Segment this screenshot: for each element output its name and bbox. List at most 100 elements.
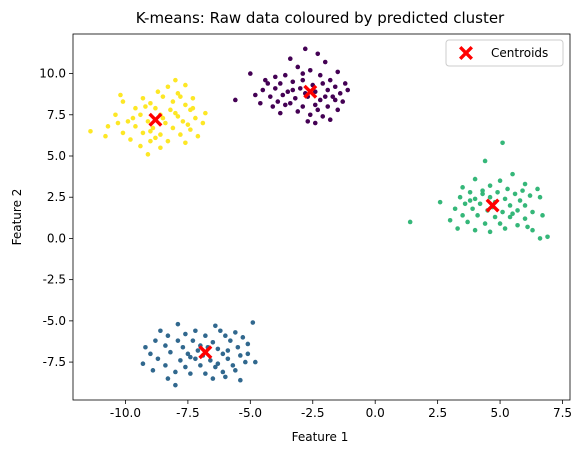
data-point-cluster-3 [113,112,118,118]
data-point-cluster-2 [447,217,453,223]
data-point-cluster-2 [505,186,510,192]
data-point-cluster-2 [482,221,488,226]
data-point-cluster-2 [457,194,463,200]
data-point-cluster-0 [317,97,323,103]
data-point-cluster-0 [277,81,283,86]
data-point-cluster-0 [285,89,291,95]
data-point-cluster-2 [480,191,485,197]
data-point-cluster-1 [163,343,168,348]
data-point-cluster-3 [180,119,186,124]
data-point-cluster-1 [220,351,226,357]
data-point-cluster-1 [225,348,231,353]
data-point-cluster-0 [272,74,278,80]
data-point-cluster-3 [193,115,198,121]
data-point-cluster-3 [190,95,196,101]
data-point-cluster-0 [287,56,293,62]
data-point-cluster-0 [258,100,263,106]
data-point-cluster-1 [213,323,218,329]
data-point-cluster-0 [332,84,338,90]
data-point-cluster-0 [315,107,321,113]
data-point-cluster-3 [150,125,156,131]
data-point-cluster-2 [512,191,518,197]
data-point-cluster-2 [510,211,515,217]
data-point-cluster-2 [495,189,500,195]
y-tick-label: 5.0 [47,149,66,163]
data-point-cluster-2 [515,222,520,228]
data-point-cluster-3 [148,100,153,106]
data-point-cluster-1 [140,361,146,367]
legend-box [445,39,564,67]
x-axis-label: Feature 1 [292,430,349,444]
y-tick-label: 10.0 [39,67,66,81]
data-point-cluster-1 [228,338,233,343]
data-point-cluster-1 [238,377,243,383]
data-point-cluster-3 [185,122,191,127]
data-point-cluster-1 [253,359,258,365]
data-point-cluster-1 [225,356,231,362]
data-point-cluster-1 [238,353,243,358]
data-point-cluster-0 [272,86,278,91]
data-point-cluster-2 [487,229,493,235]
x-axis: -10.0 -7.5 -5.0 -2.5 0.0 2.5 5.0 7.5 [110,400,572,420]
data-point-cluster-0 [312,102,318,108]
data-point-cluster-2 [467,189,473,195]
data-point-cluster-3 [115,120,121,126]
x-tick-label: -10.0 [110,406,141,420]
data-point-cluster-0 [307,112,313,118]
data-point-cluster-2 [437,199,443,205]
data-point-cluster-1 [175,321,181,327]
data-point-cluster-3 [175,91,181,96]
data-point-cluster-3 [160,115,166,121]
data-point-cluster-2 [530,209,535,215]
data-point-cluster-0 [233,97,238,103]
data-point-cluster-2 [510,171,515,177]
data-point-cluster-3 [148,128,153,134]
data-point-cluster-1 [223,374,228,380]
x-tick-label: 2.5 [428,406,447,420]
data-point-cluster-3 [190,105,196,111]
data-point-cluster-2 [502,226,508,231]
data-point-cluster-1 [158,328,163,334]
points-layer [88,46,550,388]
data-point-cluster-3 [148,138,153,144]
data-point-cluster-3 [138,112,143,118]
data-point-cluster-3 [183,82,188,88]
data-point-cluster-3 [165,138,171,144]
data-point-cluster-1 [210,376,216,381]
data-point-cluster-0 [300,77,306,83]
data-point-cluster-0 [263,77,268,83]
x-tick-label: 7.5 [553,406,572,420]
data-point-cluster-1 [215,361,221,367]
data-point-cluster-1 [235,344,241,350]
data-point-cluster-0 [327,77,333,83]
data-point-cluster-2 [537,194,543,200]
data-point-cluster-1 [165,333,171,339]
data-point-cluster-2 [472,196,478,202]
data-point-cluster-0 [300,71,306,76]
data-point-cluster-2 [522,216,528,221]
data-point-cluster-2 [487,194,493,200]
centroid-marker [148,112,163,127]
data-point-cluster-2 [507,203,513,208]
data-point-cluster-0 [275,99,281,104]
data-point-cluster-0 [335,107,341,113]
data-point-cluster-2 [525,224,530,230]
data-point-cluster-1 [218,328,223,334]
data-point-cluster-3 [178,94,183,99]
data-point-cluster-0 [253,92,258,98]
data-point-cluster-0 [290,87,296,93]
data-point-cluster-0 [290,79,296,85]
data-point-cluster-2 [500,140,505,146]
data-point-cluster-3 [118,92,123,98]
data-point-cluster-0 [260,87,266,93]
data-point-cluster-2 [517,198,523,203]
data-point-cluster-3 [88,128,93,134]
data-point-cluster-3 [145,119,151,124]
data-point-cluster-0 [320,114,326,119]
data-point-cluster-0 [330,94,336,99]
data-point-cluster-3 [158,132,163,137]
data-point-cluster-2 [535,186,540,192]
data-point-cluster-2 [470,206,475,212]
data-point-cluster-2 [530,227,535,233]
